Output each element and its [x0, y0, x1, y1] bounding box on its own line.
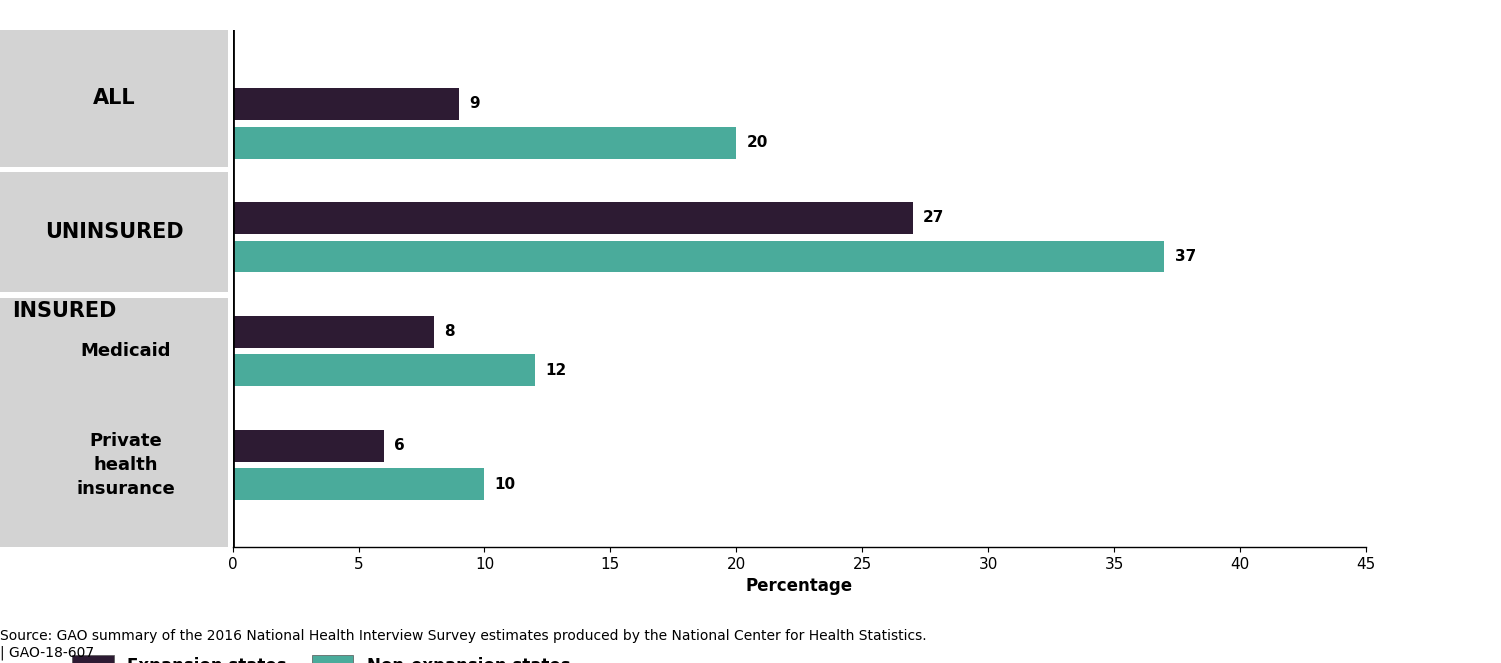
Text: 9: 9: [470, 96, 480, 111]
Text: INSURED: INSURED: [12, 301, 117, 321]
Bar: [233, 127, 737, 158]
Bar: [233, 316, 434, 347]
Text: Private
health
insurance: Private health insurance: [77, 432, 174, 497]
Bar: [233, 241, 1165, 272]
Text: 8: 8: [444, 324, 455, 339]
Text: 6: 6: [393, 438, 405, 453]
Text: ALL: ALL: [93, 88, 135, 108]
Bar: [233, 468, 485, 501]
Bar: [233, 202, 913, 234]
X-axis label: Percentage: Percentage: [746, 577, 853, 595]
Text: 27: 27: [923, 210, 944, 225]
Bar: [233, 88, 459, 120]
Text: 37: 37: [1174, 249, 1196, 264]
Text: 20: 20: [746, 135, 769, 150]
Bar: [233, 355, 534, 387]
Text: Source: GAO summary of the 2016 National Health Interview Survey estimates produ: Source: GAO summary of the 2016 National…: [0, 629, 926, 660]
Text: UNINSURED: UNINSURED: [45, 222, 183, 242]
Bar: [233, 430, 384, 461]
Legend: Expansion states, Non-expansion states: Expansion states, Non-expansion states: [66, 648, 576, 663]
Text: 10: 10: [494, 477, 516, 492]
Text: Medicaid: Medicaid: [80, 342, 171, 360]
Text: 12: 12: [545, 363, 566, 378]
